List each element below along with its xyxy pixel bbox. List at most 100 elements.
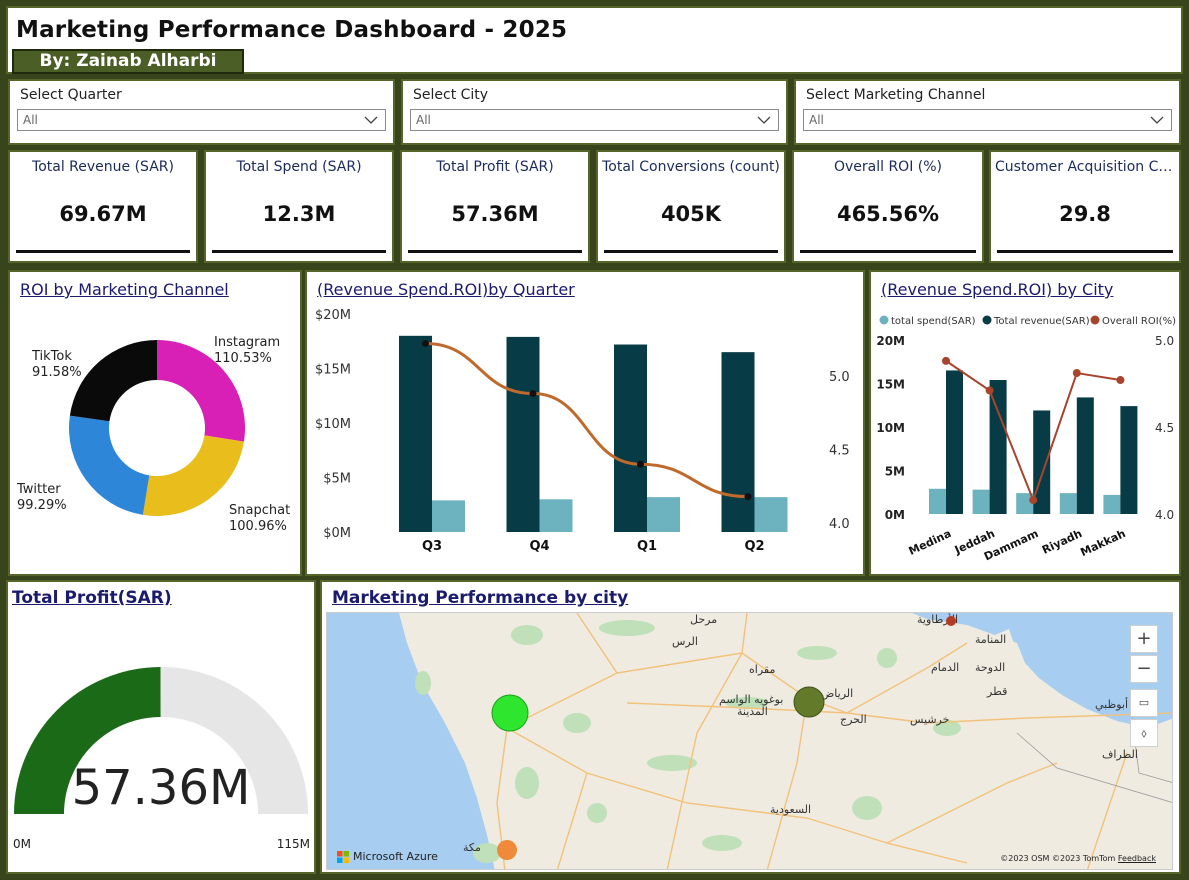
quarter-revenue-bar[interactable]: [399, 335, 432, 532]
city-roi-point[interactable]: [942, 356, 950, 365]
city-spend-bar[interactable]: [972, 489, 990, 514]
quarter-spend-bar[interactable]: [432, 500, 465, 532]
compass-button[interactable]: ⬨: [1130, 719, 1158, 747]
kpi-value: 12.3M: [262, 202, 336, 226]
city-legend-marker: [879, 315, 889, 325]
city-legend-label[interactable]: Total revenue(SAR): [993, 316, 1090, 327]
donut-label-value: 100.96%: [229, 519, 287, 534]
city-legend-label[interactable]: Overall ROI(%): [1102, 316, 1176, 327]
quarter-revenue-bar[interactable]: [721, 352, 755, 532]
donut-slice-snapchat[interactable]: [142, 435, 244, 516]
city-spend-bar[interactable]: [1059, 493, 1077, 514]
kpi-value: 405K: [660, 202, 722, 226]
city-roi-point[interactable]: [1029, 496, 1038, 505]
city-left-tick: 10M: [876, 421, 905, 435]
quarter-dropdown[interactable]: All: [17, 109, 386, 131]
quarter-spend-bar[interactable]: [647, 497, 680, 532]
zoom-out-button[interactable]: −: [1130, 655, 1158, 683]
kpi-label: Total Spend (SAR): [236, 159, 362, 175]
quarter-spend-bar[interactable]: [539, 499, 573, 532]
donut-label-value: 110.53%: [214, 351, 272, 366]
quarter-combo-chart: $0M $5M $10M $15M $20M 4.0 4.5 5.0 Q3 Q4 Q1 Q2: [315, 308, 850, 554]
roi-by-channel-title[interactable]: ROI by Marketing Channel: [20, 280, 229, 299]
quarter-right-tick: 4.5: [829, 444, 850, 459]
map-label-10: أبوظبي: [1095, 697, 1128, 711]
city-right-tick: 5.0: [1155, 334, 1174, 348]
map-style-button[interactable]: ▭: [1130, 689, 1158, 717]
map-label-dammam: الدمام: [931, 661, 959, 674]
map-feedback-link[interactable]: Feedback: [1117, 854, 1156, 863]
compass-icon: ⬨: [1141, 726, 1147, 740]
quarter-roi-line[interactable]: [425, 341, 749, 499]
donut-label-name: TikTok: [31, 349, 72, 364]
gauge-title[interactable]: Total Profit(SAR): [12, 588, 172, 608]
slicer-city: Select City All: [401, 79, 788, 145]
donut-slice-instagram[interactable]: [157, 340, 245, 442]
city-revenue-bar[interactable]: [989, 380, 1007, 514]
gauge-track-arc[interactable]: [160, 667, 308, 814]
kpi-customer-acquisition-cost: Customer Acquisition Co... 29.8: [989, 150, 1181, 263]
quarter-roi-point[interactable]: [529, 390, 537, 398]
quarter-left-tick: $15M: [315, 363, 351, 378]
dashboard-header: Marketing Performance Dashboard - 2025 B…: [6, 6, 1183, 74]
zoom-in-button[interactable]: +: [1130, 625, 1158, 653]
slicer-city-label: Select City: [413, 87, 489, 103]
quarter-spend-bar[interactable]: [754, 497, 788, 532]
city-revenue-bar[interactable]: [946, 370, 963, 514]
total-profit-gauge-panel: Total Profit(SAR) 57.36M 0M 115M: [6, 580, 316, 874]
city-combo-chart: total spend(SAR) Total revenue(SAR) Overal…: [876, 315, 1176, 563]
map-bubble-makkah[interactable]: [497, 840, 517, 860]
map-label-doha: الدوحة: [975, 661, 1005, 674]
quarter-category-label: Q3: [422, 539, 442, 554]
city-left-tick: 5M: [885, 465, 905, 479]
kpi-underline: [800, 250, 976, 253]
microsoft-logo-icon: [337, 850, 349, 863]
quarter-roi-point[interactable]: [422, 339, 429, 347]
map-panel: Marketing Performance by city: [320, 580, 1181, 874]
kpi-total-spend: Total Spend (SAR) 12.3M: [204, 150, 394, 263]
map-label-6: المدينة: [737, 705, 768, 718]
city-roi-point[interactable]: [1072, 369, 1081, 378]
donut-slice-twitter[interactable]: [69, 415, 150, 515]
map-attribution-right: ©2023 OSM ©2023 TomTom Feedback: [1000, 854, 1156, 863]
quarter-revenue-bar[interactable]: [614, 344, 647, 532]
city-chart-title[interactable]: (Revenue Spend.ROI) by City: [881, 280, 1114, 299]
quarter-chart-panel: (Revenue Spend.ROI)by Quarter $0M $5M $10M…: [305, 270, 865, 576]
map-canvas[interactable]: الرياض الدمام الدوحة مكة المنامة قطر مرح…: [326, 612, 1173, 870]
city-spend-bar[interactable]: [1016, 493, 1034, 514]
quarter-chart-title[interactable]: (Revenue Spend.ROI)by Quarter: [317, 280, 575, 299]
donut-label-name: Instagram: [214, 335, 280, 350]
kpi-total-profit: Total Profit (SAR) 57.36M: [400, 150, 590, 263]
quarter-roi-point[interactable]: [637, 460, 644, 468]
city-legend-label[interactable]: total spend(SAR): [891, 316, 976, 327]
city-spend-bar[interactable]: [1103, 494, 1121, 514]
channel-dropdown[interactable]: All: [803, 109, 1172, 131]
map-title[interactable]: Marketing Performance by city: [332, 588, 629, 608]
city-left-tick: 0M: [885, 508, 905, 522]
city-roi-point[interactable]: [985, 386, 994, 395]
slicer-channel: Select Marketing Channel All: [794, 79, 1181, 145]
kpi-value: 57.36M: [451, 202, 539, 226]
kpi-total-revenue: Total Revenue (SAR) 69.67M: [8, 150, 198, 263]
city-category-label: Riyadh: [1040, 527, 1084, 557]
map-bubble-dammam[interactable]: [946, 616, 956, 626]
city-dropdown[interactable]: All: [410, 109, 779, 131]
city-spend-bar[interactable]: [929, 488, 946, 514]
map-bubble-riyadh[interactable]: [793, 686, 825, 718]
gauge-fill-arc[interactable]: [14, 667, 161, 814]
donut-slice-tiktok[interactable]: [69, 340, 157, 422]
city-roi-line[interactable]: [945, 360, 1121, 503]
gauge-max-label: 115M: [277, 837, 310, 851]
map-label-makkah: مكة: [463, 841, 481, 854]
city-category-label: Medina: [907, 527, 954, 558]
quarter-left-tick: $5M: [323, 472, 351, 487]
profit-gauge: 57.36M 0M 115M: [13, 667, 310, 851]
city-revenue-bar[interactable]: [1076, 397, 1094, 514]
quarter-revenue-bar[interactable]: [506, 336, 540, 532]
city-revenue-bar[interactable]: [1120, 406, 1138, 514]
map-bubble-medina[interactable]: [491, 694, 529, 732]
chevron-down-icon: [364, 116, 378, 124]
kpi-label: Total Profit (SAR): [436, 159, 554, 175]
city-roi-point[interactable]: [1116, 376, 1125, 385]
quarter-roi-point[interactable]: [744, 493, 752, 501]
